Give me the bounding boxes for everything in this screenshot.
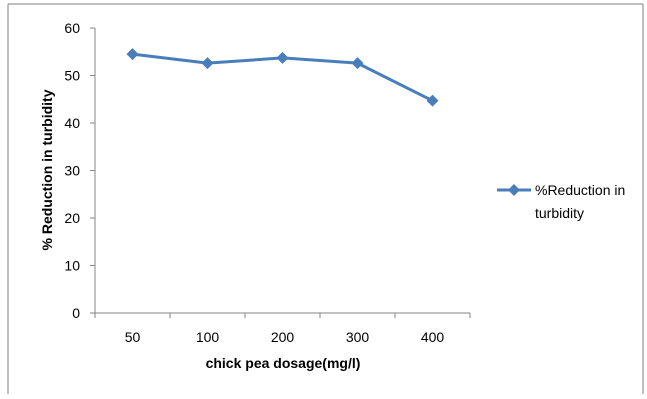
data-point-marker	[201, 57, 214, 70]
x-tick-label: 50	[125, 329, 141, 345]
x-tick-label: 400	[421, 329, 445, 345]
y-tick-label: 40	[64, 115, 80, 131]
x-ticks: 50 100 200 300 400	[94, 313, 471, 345]
y-tick-label: 30	[64, 163, 80, 179]
y-tick-label: 10	[64, 258, 80, 274]
x-tick-label: 300	[346, 329, 370, 345]
data-point-marker	[351, 57, 364, 70]
legend-label-line2: turbidity	[535, 205, 584, 221]
x-tick-label: 100	[196, 329, 220, 345]
legend-marker	[508, 184, 520, 196]
data-point-marker	[126, 48, 139, 61]
y-tick-label: 60	[64, 20, 80, 36]
y-axis-title: % Reduction in turbidity	[39, 89, 55, 250]
y-tick-label: 20	[64, 210, 80, 226]
y-tick-label: 0	[72, 305, 80, 321]
legend: %Reduction in turbidity	[497, 182, 625, 221]
x-tick-label: 200	[271, 329, 295, 345]
y-tick-label: 50	[64, 68, 80, 84]
data-point-marker	[426, 94, 439, 107]
data-point-marker	[276, 51, 289, 64]
legend-label-line1: %Reduction in	[535, 182, 625, 198]
x-axis-title: chick pea dosage(mg/l)	[206, 355, 361, 371]
y-ticks: 0 10 20 30 40 50 60	[64, 20, 95, 321]
series-group	[126, 48, 439, 107]
